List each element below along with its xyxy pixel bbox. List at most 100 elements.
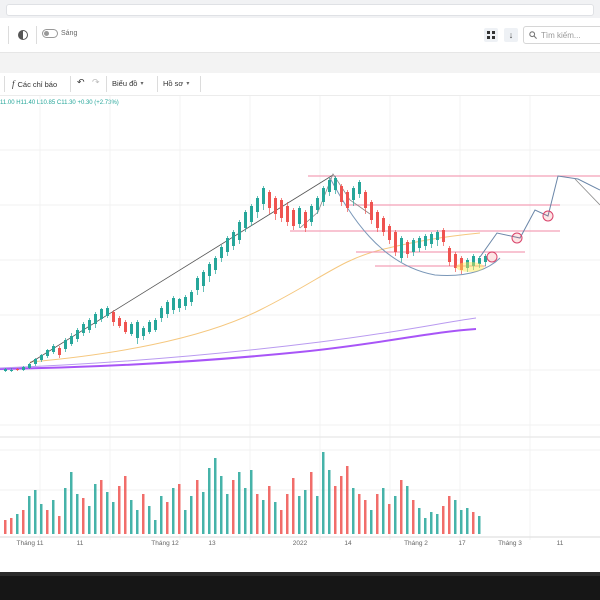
volume-bar xyxy=(22,510,25,534)
candle-body xyxy=(28,364,31,368)
bezel-edge xyxy=(0,572,600,576)
volume-bar xyxy=(238,472,241,534)
candle-body xyxy=(214,258,217,270)
volume-bar xyxy=(268,486,271,534)
ohlc-readout: 11.00 H11.40 L10.85 C11.30 +0.30 (+2.73%… xyxy=(0,100,119,106)
contrast-icon[interactable] xyxy=(18,30,28,40)
chart-type-dropdown[interactable]: Biểu đồ ▾ xyxy=(112,79,143,88)
x-tick-label: Tháng 2 xyxy=(404,540,428,547)
candle-body xyxy=(154,320,157,330)
chart-toolbar: f Các chỉ báo ↶ ↷ Biểu đồ ▾ Hồ sơ ▾ xyxy=(0,73,600,96)
candle-body xyxy=(430,234,433,244)
volume-bar xyxy=(418,508,421,534)
search-box[interactable] xyxy=(523,26,600,44)
candle-body xyxy=(280,200,283,218)
candle-body xyxy=(226,238,229,252)
volume-bar xyxy=(472,512,475,534)
candle-body xyxy=(4,369,7,371)
volume-bar xyxy=(220,476,223,534)
candle-body xyxy=(232,232,235,246)
volume-bar xyxy=(202,492,205,534)
volume-bar xyxy=(352,488,355,534)
candle-body xyxy=(124,322,127,332)
volume-bar xyxy=(148,506,151,534)
candle-body xyxy=(76,330,79,339)
x-tick-label: Tháng 11 xyxy=(17,540,44,547)
volume-bar xyxy=(160,496,163,534)
layout-button[interactable] xyxy=(484,28,498,42)
volume-bar xyxy=(358,494,361,534)
volume-bar xyxy=(76,494,79,534)
volume-bar xyxy=(376,494,379,534)
ohlc-close: C11.30 xyxy=(56,100,76,106)
candle-body xyxy=(22,367,25,370)
volume-bar xyxy=(478,516,481,534)
candle-body xyxy=(208,264,211,276)
volume-bar xyxy=(190,496,193,534)
ohlc-change: +0.30 (+2.73%) xyxy=(77,100,119,106)
moving-average-line xyxy=(0,328,477,370)
volume-bar xyxy=(442,506,445,534)
volume-bar xyxy=(178,484,181,534)
volume-bar xyxy=(382,488,385,534)
volume-bar xyxy=(436,514,439,534)
volume-bar xyxy=(118,486,121,534)
candle-body xyxy=(394,232,397,252)
candle-body xyxy=(418,238,421,248)
candle-body xyxy=(358,182,361,194)
candle-body xyxy=(220,247,223,258)
theme-toggle[interactable]: Sáng xyxy=(42,29,77,38)
volume-bar xyxy=(256,494,259,534)
search-icon xyxy=(529,31,537,39)
annotation-marker xyxy=(542,210,554,222)
redo-button[interactable]: ↷ xyxy=(92,77,100,88)
candle-body xyxy=(334,178,337,190)
volume-bar xyxy=(304,490,307,534)
monitor-bezel xyxy=(0,572,600,600)
candle-body xyxy=(460,258,463,270)
candle-body xyxy=(274,198,277,214)
volume-bar xyxy=(34,490,37,534)
candle-body xyxy=(328,180,331,192)
search-input[interactable] xyxy=(541,30,597,40)
candle-body xyxy=(184,297,187,306)
moving-average-line xyxy=(0,317,477,369)
browser-strip xyxy=(0,0,600,18)
x-tick-label: 17 xyxy=(458,540,466,547)
candle-body xyxy=(454,254,457,268)
candle-body xyxy=(310,206,313,222)
volume-bar xyxy=(4,520,7,534)
undo-button[interactable]: ↶ xyxy=(77,77,85,88)
candle-body xyxy=(172,298,175,310)
volume-bar xyxy=(346,466,349,534)
x-tick-label: 14 xyxy=(344,540,352,547)
volume-bar xyxy=(28,496,31,534)
candle-body xyxy=(16,369,19,370)
download-button[interactable]: ↓ xyxy=(504,28,518,42)
candle-body xyxy=(130,324,133,334)
volume-bar xyxy=(214,458,217,534)
volume-bar xyxy=(460,510,463,534)
candle-body xyxy=(388,226,391,240)
candle-body xyxy=(256,198,259,212)
candle-body xyxy=(112,312,115,322)
volume-bar xyxy=(310,472,313,534)
indicators-button[interactable]: f Các chỉ báo xyxy=(12,79,57,89)
address-bar[interactable] xyxy=(6,4,594,16)
profile-dropdown[interactable]: Hồ sơ ▾ xyxy=(163,79,189,88)
candle-body xyxy=(370,202,373,220)
candle-body xyxy=(376,212,379,228)
volume-bar xyxy=(244,488,247,534)
swing-line xyxy=(574,178,600,206)
volume-bar xyxy=(292,478,295,534)
candle-body xyxy=(322,188,325,202)
volume-bar xyxy=(394,496,397,534)
volume-bar xyxy=(466,508,469,534)
candle-body xyxy=(94,314,97,324)
price-chart[interactable]: Tháng 11 11 Tháng 12 13 2022 14 Tháng 2 17 Tháng… xyxy=(0,95,600,572)
profile-label: Hồ sơ xyxy=(163,79,184,88)
volume-bar xyxy=(430,512,433,534)
volume-bar xyxy=(10,518,13,534)
volume-bar xyxy=(232,480,235,534)
volume-bar xyxy=(196,480,199,534)
